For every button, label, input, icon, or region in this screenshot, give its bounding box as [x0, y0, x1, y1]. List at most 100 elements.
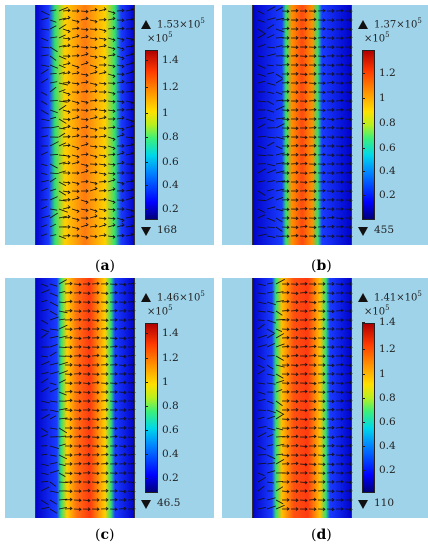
flow-arrow [100, 461, 109, 466]
flow-arrow [107, 136, 116, 142]
flow-arrow [317, 326, 326, 331]
flow-arrow [326, 309, 335, 314]
flow-arrow [257, 391, 266, 395]
flow-arrow [91, 281, 100, 286]
colorbar-tick-mark-c [145, 478, 148, 479]
flow-arrow [58, 34, 66, 39]
flow-arrow [290, 498, 299, 503]
flow-arrow [317, 507, 326, 512]
flow-arrow [71, 53, 80, 58]
flow-arrow [40, 187, 48, 192]
flow-arrow [281, 26, 290, 31]
flow-arrow [326, 63, 335, 68]
flow-arrow [49, 109, 58, 114]
flow-arrow [299, 161, 308, 166]
flow-arrow [118, 506, 127, 511]
flow-arrow [80, 235, 89, 240]
flow-arrow [71, 82, 80, 86]
flow-arrow [116, 217, 125, 223]
flow-arrow [107, 145, 116, 151]
flow-arrow [317, 317, 326, 322]
flow-arrow [299, 107, 308, 112]
flow-arrow [98, 28, 107, 33]
flow-arrow [326, 425, 335, 430]
flow-arrow [266, 400, 274, 404]
flow-arrow [266, 454, 276, 460]
flow-arrow [58, 104, 67, 111]
flow-arrow [82, 300, 91, 305]
flow-arrow [40, 453, 48, 456]
flow-arrow [71, 100, 80, 105]
flow-arrow [116, 181, 125, 186]
flow-arrow [100, 435, 109, 440]
flow-arrow [290, 108, 299, 112]
flow-arrow [40, 299, 48, 303]
flow-arrow [40, 378, 49, 384]
flow-arrow [80, 169, 89, 174]
flow-arrow [317, 116, 326, 121]
flow-arrow [317, 18, 326, 23]
flow-arrow [89, 89, 98, 93]
flow-arrow [326, 299, 335, 304]
flow-arrow [281, 498, 290, 502]
flow-arrow [275, 364, 285, 368]
flow-arrow [58, 170, 66, 174]
flow-arrow [91, 408, 100, 413]
colorbar-tick-b: 1.2 [379, 67, 396, 79]
flow-arrow [58, 370, 68, 375]
flow-arrow [275, 453, 284, 456]
flow-arrow [266, 310, 275, 314]
flow-arrow [62, 190, 71, 195]
flow-arrow [335, 407, 344, 412]
colorbar-tick-mark-d [362, 470, 365, 471]
flow-arrow [308, 9, 317, 14]
flow-arrow [317, 26, 326, 31]
flow-arrow [98, 109, 107, 113]
flow-arrow [89, 27, 98, 32]
flow-arrow [290, 282, 299, 287]
flow-arrow [109, 327, 118, 331]
flow-arrow [290, 18, 299, 22]
flow-arrow [71, 226, 80, 231]
flow-arrow [266, 188, 274, 192]
flow-arrow [317, 206, 326, 211]
flow-arrow [308, 234, 317, 238]
panel-a: 1.53×105 ×105 1.4 1.2 1 0.8 0.6 0.4 0.2 168 [5, 5, 215, 245]
flow-arrow [335, 224, 344, 229]
flow-arrow [275, 486, 284, 492]
colorbar-tick-mark-a [145, 60, 148, 61]
flow-arrow [335, 54, 344, 58]
flow-arrow [308, 72, 317, 76]
flow-arrow [125, 195, 134, 201]
flow-arrow [257, 10, 265, 15]
flow-arrow [308, 453, 317, 457]
flow-arrow [58, 161, 66, 165]
flow-arrow [317, 290, 326, 295]
flow-arrow [80, 34, 89, 39]
flow-arrow [125, 232, 134, 237]
flow-arrow [109, 489, 118, 493]
flow-arrow [308, 336, 317, 341]
flow-arrow [335, 282, 344, 287]
flow-arrow [71, 234, 80, 238]
flow-arrow [125, 52, 134, 57]
flow-arrow [80, 179, 89, 184]
flow-arrow [116, 37, 125, 42]
flow-arrow [62, 61, 71, 66]
flow-arrow [275, 499, 284, 505]
flow-arrow [308, 462, 317, 467]
flow-arrow [118, 354, 127, 359]
flow-arrow [64, 444, 73, 448]
flow-arrow [335, 291, 344, 295]
flow-arrow [299, 435, 308, 439]
flow-arrow [125, 118, 134, 124]
flow-arrow [275, 117, 285, 120]
flow-arrow [73, 363, 82, 368]
flow-arrow [257, 323, 265, 330]
flow-arrow [257, 398, 266, 402]
flow-arrow [266, 100, 274, 105]
flow-arrow [275, 504, 285, 510]
colorbar-c [145, 323, 158, 493]
flow-arrow [290, 479, 299, 484]
flow-arrow [299, 216, 308, 221]
